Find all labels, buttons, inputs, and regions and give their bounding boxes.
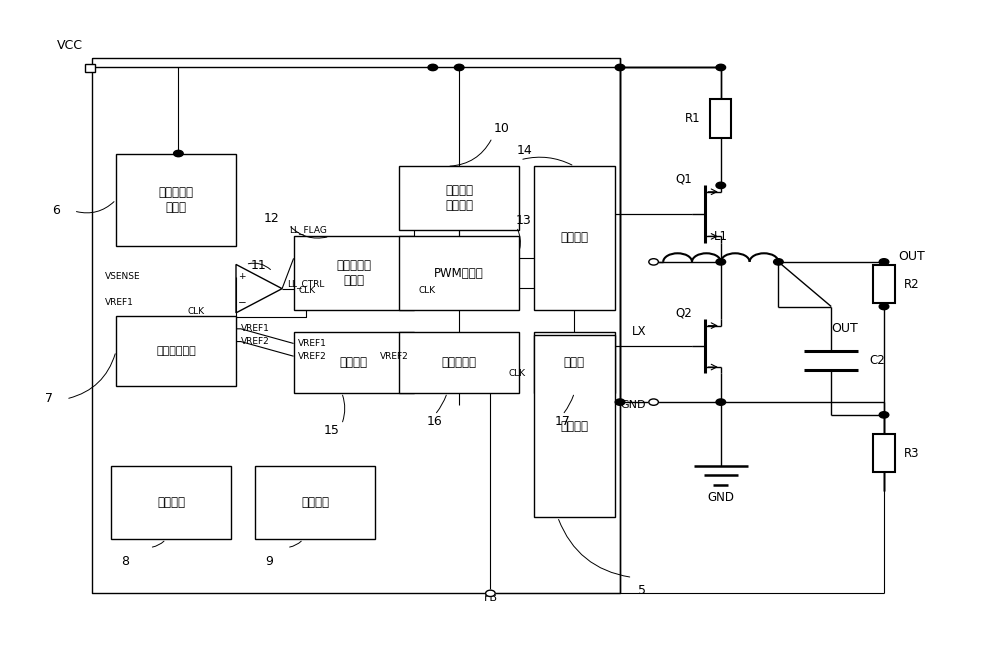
Text: R3: R3 bbox=[904, 447, 920, 459]
Circle shape bbox=[716, 259, 726, 265]
Circle shape bbox=[454, 64, 464, 70]
Bar bbox=[294, 236, 414, 309]
Bar bbox=[255, 466, 375, 539]
Text: 峰值电流检
测模块: 峰值电流检 测模块 bbox=[158, 186, 194, 214]
Text: GND: GND bbox=[620, 400, 646, 410]
Text: CLK: CLK bbox=[298, 286, 316, 295]
Text: 11: 11 bbox=[250, 258, 266, 272]
Text: VREF2: VREF2 bbox=[380, 352, 409, 361]
Text: GND: GND bbox=[707, 491, 734, 504]
Text: 驱动电路: 驱动电路 bbox=[560, 420, 588, 432]
Text: R2: R2 bbox=[904, 278, 920, 291]
Bar bbox=[534, 335, 615, 517]
Text: LL_FLAG: LL_FLAG bbox=[289, 226, 327, 234]
Text: 带隙基准模块: 带隙基准模块 bbox=[156, 346, 196, 356]
Bar bbox=[116, 316, 236, 386]
Text: VREF1: VREF1 bbox=[297, 339, 326, 348]
Circle shape bbox=[774, 259, 783, 265]
Text: 15: 15 bbox=[324, 424, 340, 438]
Text: 电流采样
斜波补偿: 电流采样 斜波补偿 bbox=[445, 184, 473, 212]
Text: VREF1: VREF1 bbox=[241, 324, 270, 333]
Text: LX: LX bbox=[631, 325, 646, 339]
Text: CLK: CLK bbox=[188, 307, 205, 316]
Text: R1: R1 bbox=[685, 112, 701, 125]
Circle shape bbox=[716, 64, 726, 70]
Circle shape bbox=[716, 182, 726, 189]
Bar bbox=[85, 64, 95, 72]
Bar bbox=[534, 332, 615, 392]
Text: 逻辑控制: 逻辑控制 bbox=[560, 232, 588, 244]
Text: 振荡器: 振荡器 bbox=[564, 356, 585, 369]
Text: OUT: OUT bbox=[831, 321, 858, 335]
Text: 6: 6 bbox=[53, 205, 60, 217]
Text: 过热保护: 过热保护 bbox=[157, 496, 185, 509]
Text: 误差放大器: 误差放大器 bbox=[442, 356, 477, 369]
Text: −: − bbox=[237, 297, 246, 307]
Text: VCC: VCC bbox=[56, 39, 82, 52]
Bar bbox=[873, 265, 895, 303]
Bar bbox=[399, 166, 519, 230]
Text: L1: L1 bbox=[714, 230, 728, 243]
Circle shape bbox=[879, 259, 889, 265]
Bar bbox=[710, 100, 731, 137]
Bar bbox=[399, 236, 519, 309]
Text: +: + bbox=[238, 272, 246, 281]
Text: VREF2: VREF2 bbox=[297, 352, 326, 361]
Text: 17: 17 bbox=[554, 415, 570, 428]
Text: 基准调整: 基准调整 bbox=[340, 356, 368, 369]
Text: Q1: Q1 bbox=[675, 173, 692, 185]
Circle shape bbox=[879, 303, 889, 309]
Text: CLK: CLK bbox=[509, 369, 526, 378]
Text: 9: 9 bbox=[266, 555, 274, 568]
Bar bbox=[116, 153, 236, 246]
Text: 欠压保护: 欠压保护 bbox=[301, 496, 329, 509]
Circle shape bbox=[649, 259, 658, 265]
Circle shape bbox=[879, 412, 889, 418]
Text: 7: 7 bbox=[45, 392, 53, 406]
Bar bbox=[111, 466, 231, 539]
Text: OUT: OUT bbox=[898, 250, 925, 264]
Text: 10: 10 bbox=[494, 122, 510, 135]
Text: 计时逻辑控
制模块: 计时逻辑控 制模块 bbox=[336, 259, 371, 287]
Circle shape bbox=[615, 64, 625, 70]
Text: 16: 16 bbox=[427, 415, 443, 428]
Text: Q2: Q2 bbox=[675, 306, 692, 319]
Text: 8: 8 bbox=[122, 555, 130, 568]
Text: FB: FB bbox=[483, 594, 497, 604]
Circle shape bbox=[716, 399, 726, 405]
Text: C2: C2 bbox=[870, 354, 885, 367]
Text: 14: 14 bbox=[517, 144, 533, 157]
Bar bbox=[873, 434, 895, 472]
Text: 13: 13 bbox=[516, 214, 532, 227]
Text: 12: 12 bbox=[264, 212, 279, 225]
Bar bbox=[399, 332, 519, 392]
Circle shape bbox=[615, 399, 625, 405]
Text: CLK: CLK bbox=[418, 286, 436, 295]
Circle shape bbox=[486, 590, 495, 596]
Circle shape bbox=[649, 399, 658, 405]
Circle shape bbox=[174, 150, 183, 157]
Bar bbox=[534, 166, 615, 309]
Text: VSENSE: VSENSE bbox=[104, 272, 140, 281]
Circle shape bbox=[428, 64, 438, 70]
Text: 5: 5 bbox=[638, 584, 646, 597]
Text: LL_CTRL: LL_CTRL bbox=[287, 279, 324, 288]
Bar bbox=[294, 332, 414, 392]
Text: VREF1: VREF1 bbox=[104, 298, 133, 307]
Text: VREF2: VREF2 bbox=[241, 337, 270, 346]
Text: PWM比较器: PWM比较器 bbox=[434, 266, 484, 280]
